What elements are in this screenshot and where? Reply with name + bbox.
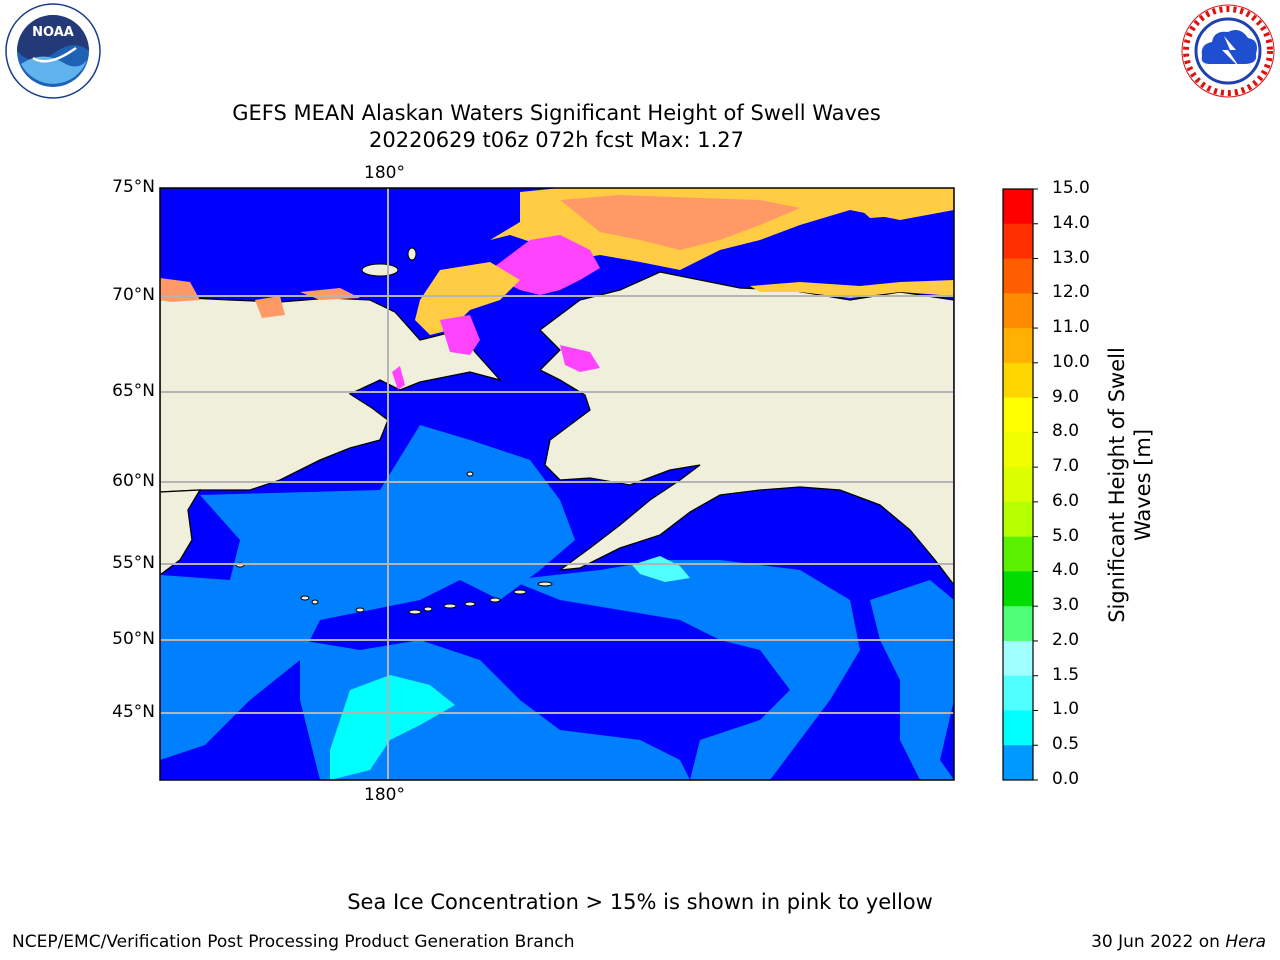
lat-label: 50°N [112,629,155,649]
colorbar [1003,188,1038,781]
footer-credit: NCEP/EMC/Verification Post Processing Pr… [12,932,575,952]
colorbar-segment [1003,501,1033,538]
colorbar-tick-label: 7.0 [1052,456,1080,477]
colorbar-segment [1003,432,1033,468]
colorbar-segment [1003,397,1033,433]
colorbar-segment [1003,571,1033,607]
svg-text:NOAA: NOAA [32,25,74,40]
colorbar-segment [1003,675,1033,711]
swell-region-05-1 [300,640,690,780]
colorbar-tick-label: 13.0 [1052,247,1090,268]
map-frame [159,187,955,781]
noaa-logo: NOAA [5,3,101,99]
colorbar-tick-label: 5.0 [1052,525,1080,546]
colorbar-segment [1003,640,1033,677]
nws-logo [1181,4,1275,98]
colorbar-tick-label: 15.0 [1052,178,1090,198]
colorbar-tick-label: 10.0 [1052,351,1090,372]
sea-ice-layer [160,188,954,390]
colorbar-tick-label: 0.0 [1052,769,1080,789]
colorbar-segment [1003,536,1033,572]
colorbar-tick-label: 2.0 [1052,629,1080,650]
lat-label: 70°N [112,285,155,305]
colorbar-title: Significant Height of Swell Waves [m] [1105,347,1155,623]
colorbar-tick-label: 14.0 [1052,212,1090,233]
lat-label: 45°N [112,702,155,722]
colorbar-segment [1003,710,1033,746]
swell-region-05-1 [870,580,954,780]
swell-region-1-15 [330,675,455,780]
land-kamchatka [160,489,202,576]
colorbar-segment [1003,223,1033,260]
colorbar-tick-label: 3.0 [1052,595,1080,616]
lon-label-bottom: 180° [364,785,405,805]
colorbar-tick-label: 4.0 [1052,560,1080,581]
lat-label: 60°N [112,471,155,491]
colorbar-tick-label: 1.5 [1052,664,1080,685]
colorbar-segment [1003,362,1033,399]
land-siberia [160,297,502,493]
colorbar-tick-label: 6.0 [1052,490,1080,511]
colorbar-segment [1003,606,1033,642]
colorbar-tick-label: 9.0 [1052,386,1080,407]
chart-subtitle: 20220629 t06z 072h fcst Max: 1.27 [369,128,744,152]
footer-machine: Hera [1225,932,1266,952]
colorbar-tick-label: 11.0 [1052,317,1090,338]
swell-region-05-1 [510,560,860,780]
lon-label-top: 180° [364,163,405,183]
colorbar-tick-label: 8.0 [1052,421,1080,442]
swell-region-15-2 [632,556,690,582]
footer-date: 30 Jun 2022 on Hera [1091,932,1266,952]
colorbar-tick-label: 1.0 [1052,699,1080,720]
colorbar-segment [1003,293,1033,329]
colorbar-tick-label: 0.5 [1052,734,1080,755]
lat-label: 55°N [112,553,155,573]
colorbar-segment [1003,328,1033,364]
footer-date-text: 30 Jun 2022 on [1091,932,1226,952]
colorbar-frame [1002,188,1034,781]
chart-title: GEFS MEAN Alaskan Waters Significant Hei… [232,101,881,125]
map-graticule [160,188,954,780]
colorbar-segment [1003,258,1033,294]
colorbar-segment [1003,467,1033,503]
colorbar-segment [1003,189,1033,225]
swell-region-05-1 [160,425,575,760]
colorbar-segment [1003,745,1033,781]
sea-ice-note: Sea Ice Concentration > 15% is shown in … [347,890,933,914]
lat-label: 75°N [112,177,155,197]
colorbar-tick-label: 12.0 [1052,282,1090,303]
lat-label: 65°N [112,381,155,401]
